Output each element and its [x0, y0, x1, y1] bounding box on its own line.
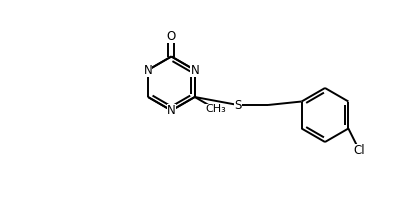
Text: CH₃: CH₃ [206, 104, 226, 114]
Text: O: O [167, 30, 176, 43]
Text: N: N [190, 64, 199, 76]
Text: N: N [167, 104, 176, 117]
Text: S: S [234, 98, 242, 111]
Text: Cl: Cl [353, 144, 365, 157]
Text: N: N [144, 64, 152, 76]
